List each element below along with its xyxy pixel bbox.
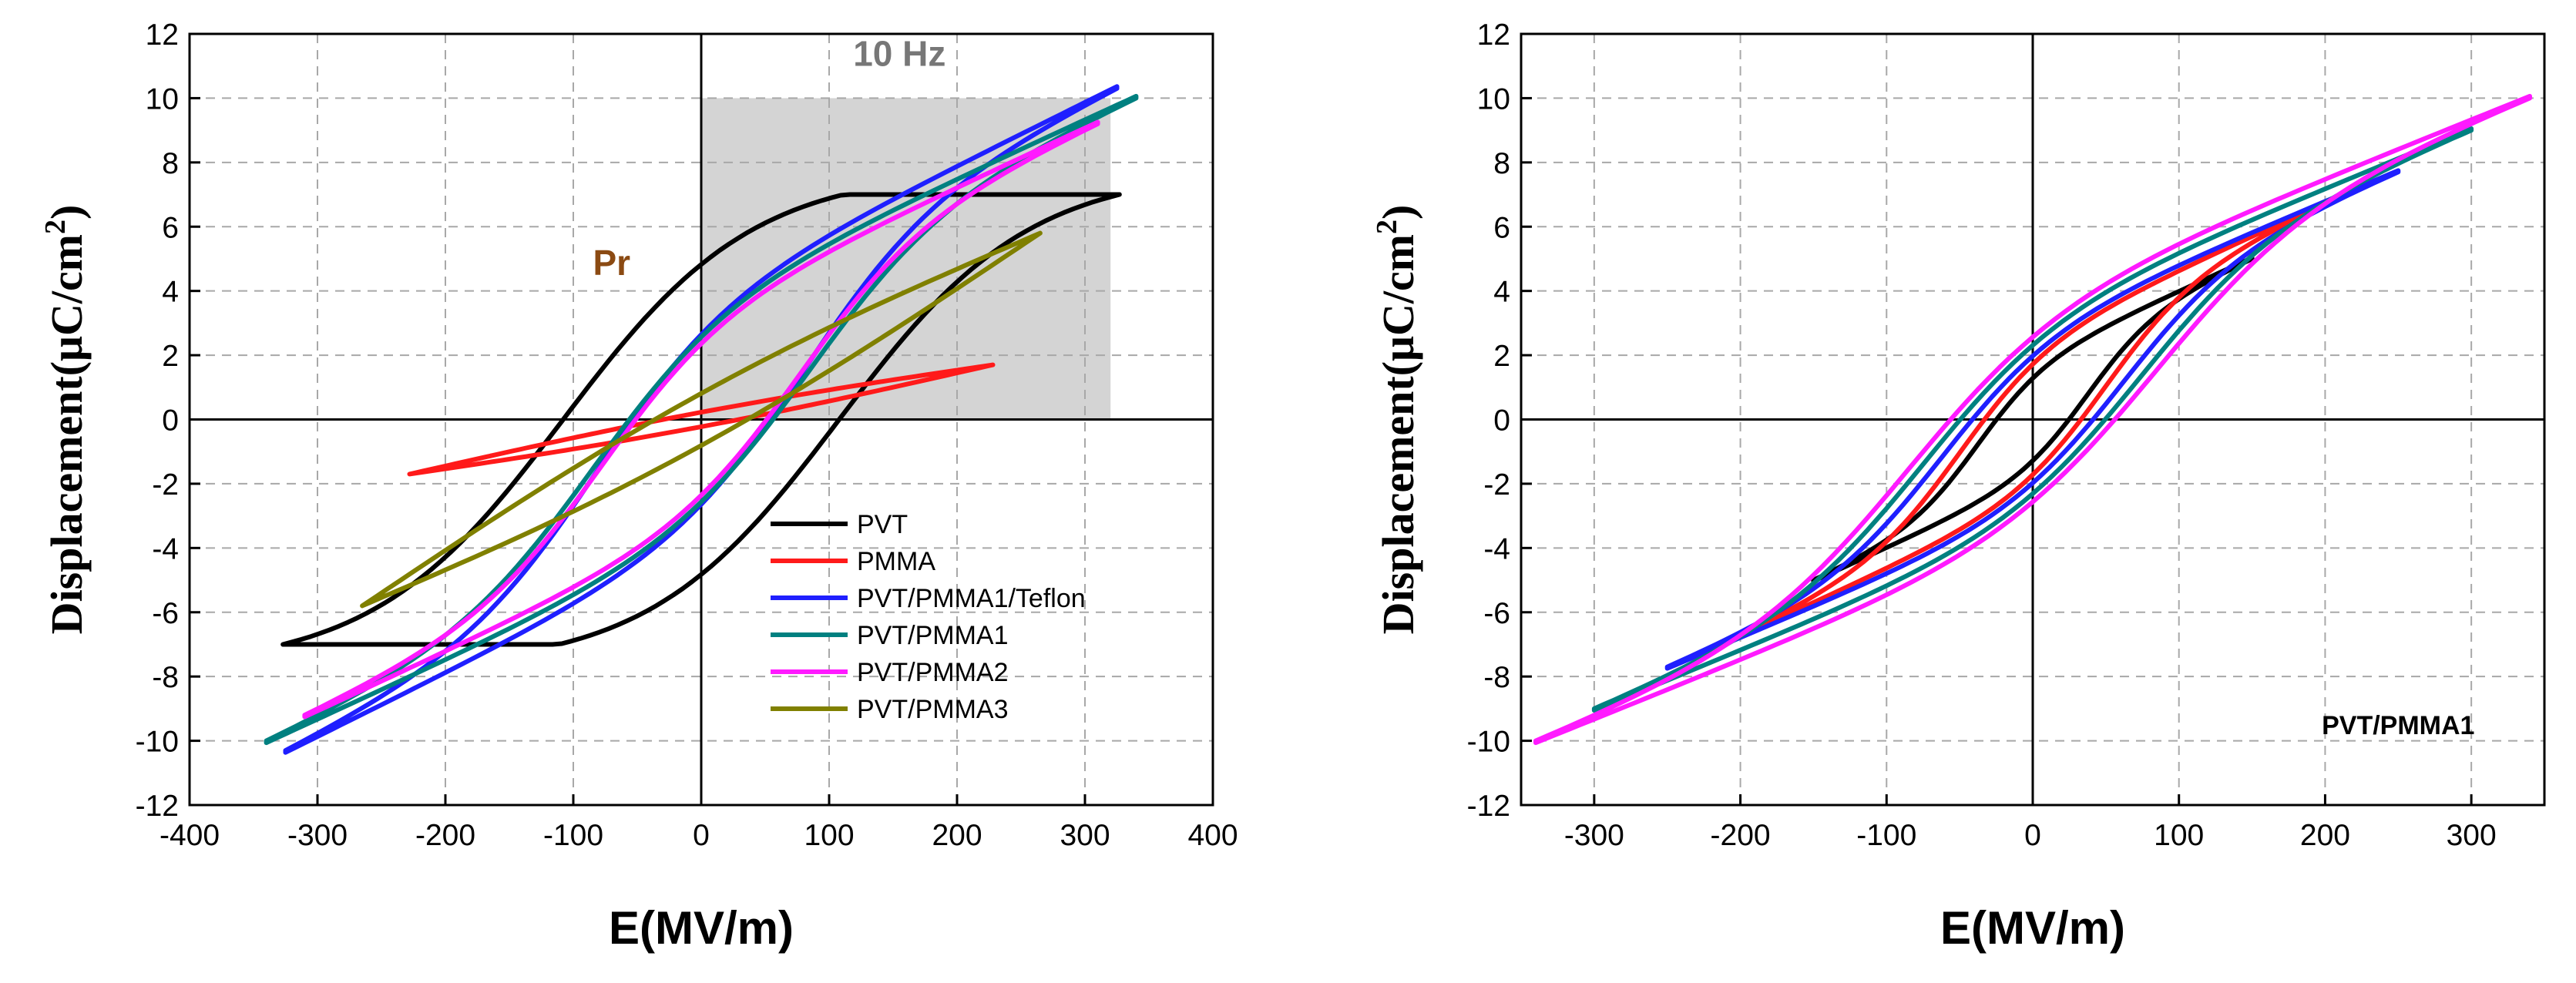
chart-panel-left: -400 -300 -200 -100 0 100 200 300 400-12-10-8-6-… xyxy=(39,18,1238,954)
y-tick-label: -6 xyxy=(152,597,179,630)
y-tick-label: -4 xyxy=(152,532,179,565)
y-tick-label: 2 xyxy=(1493,340,1510,373)
y-tick-label: 6 xyxy=(162,211,179,244)
y-tick-label: 0 xyxy=(1493,404,1510,438)
x-tick-label: -200 xyxy=(415,819,475,852)
x-tick-label: -200 xyxy=(1711,819,1771,852)
y-tick-label: -4 xyxy=(1483,532,1510,565)
series-line-pvt xyxy=(280,192,1122,647)
y-axis-title: Displacement(μC/cm2) xyxy=(1371,205,1423,635)
series-line-pvt-pmma3 xyxy=(360,230,1043,609)
series-line-250-mv-m xyxy=(1664,168,2401,671)
x-tick-label: 400 xyxy=(1187,819,1238,852)
x-tick-label: 100 xyxy=(804,819,854,852)
x-tick-label: 200 xyxy=(932,819,982,852)
series-line-300-mv-m xyxy=(1591,126,2474,713)
y-tick-label: 10 xyxy=(1477,82,1510,116)
y-tick-label: -12 xyxy=(1467,790,1510,823)
y-tick-label: -2 xyxy=(152,468,179,502)
series-line-pvt-pmma1 xyxy=(264,93,1139,746)
x-axis-title: E(MV/m) xyxy=(1940,902,2125,954)
x-tick-label: -100 xyxy=(1856,819,1916,852)
x-tick-label: 0 xyxy=(2024,819,2041,852)
y-tick-label: 10 xyxy=(146,82,179,116)
y-tick-label: 12 xyxy=(146,18,179,52)
y-tick-label: 0 xyxy=(162,404,179,438)
annotation-10-hz: 10 Hz xyxy=(853,34,945,74)
y-tick-label: -2 xyxy=(1483,468,1510,502)
annotation-pvt-pmma1: PVT/PMMA1 xyxy=(2322,711,2474,740)
y-tick-label: 2 xyxy=(162,340,179,373)
legend-label: PVT/PMMA1 xyxy=(857,621,1008,650)
x-tick-label: 300 xyxy=(2447,819,2497,852)
legend-label: PVT xyxy=(857,510,908,539)
x-tick-label: 100 xyxy=(2154,819,2204,852)
legend-label: PVT/PMMA1/Teflon xyxy=(857,584,1086,613)
x-tick-label: 200 xyxy=(2300,819,2350,852)
y-tick-label: 8 xyxy=(162,147,179,180)
x-tick-label: -300 xyxy=(1564,819,1624,852)
y-tick-label: -8 xyxy=(1483,661,1510,694)
annotation-pr: Pr xyxy=(593,243,631,283)
y-tick-label: -10 xyxy=(1467,726,1510,759)
x-tick-label: 300 xyxy=(1060,819,1110,852)
y-tick-label: 6 xyxy=(1493,211,1510,244)
legend-label: PMMA xyxy=(857,547,935,576)
x-tick-label: -300 xyxy=(287,819,348,852)
y-tick-label: -6 xyxy=(1483,597,1510,630)
y-tick-label: 4 xyxy=(162,276,179,309)
y-tick-label: -10 xyxy=(136,726,179,759)
y-tick-label: -12 xyxy=(136,790,179,823)
chart-panel-right: -300 -200 -100 0 100 200 300 -12 -10 -8 -6 -4 -2 0 2 4 6… xyxy=(1371,18,2546,954)
x-tick-label: -100 xyxy=(543,819,603,852)
x-axis-title: E(MV/m) xyxy=(609,902,794,954)
legend-label: PVT/PMMA3 xyxy=(857,695,1008,724)
x-tick-label: 0 xyxy=(693,819,710,852)
y-axis-title: Displacement(μC/cm2) xyxy=(39,205,92,635)
series-line-340-mv-m xyxy=(1533,93,2532,746)
y-tick-label: 4 xyxy=(1493,276,1510,309)
x-tick-label: -400 xyxy=(160,819,220,852)
legend-label: PVT/PMMA2 xyxy=(857,658,1008,687)
y-tick-label: -8 xyxy=(152,661,179,694)
series-line-pmma xyxy=(407,362,996,477)
y-tick-label: 8 xyxy=(1493,147,1510,180)
y-tick-label: 12 xyxy=(1477,18,1510,52)
